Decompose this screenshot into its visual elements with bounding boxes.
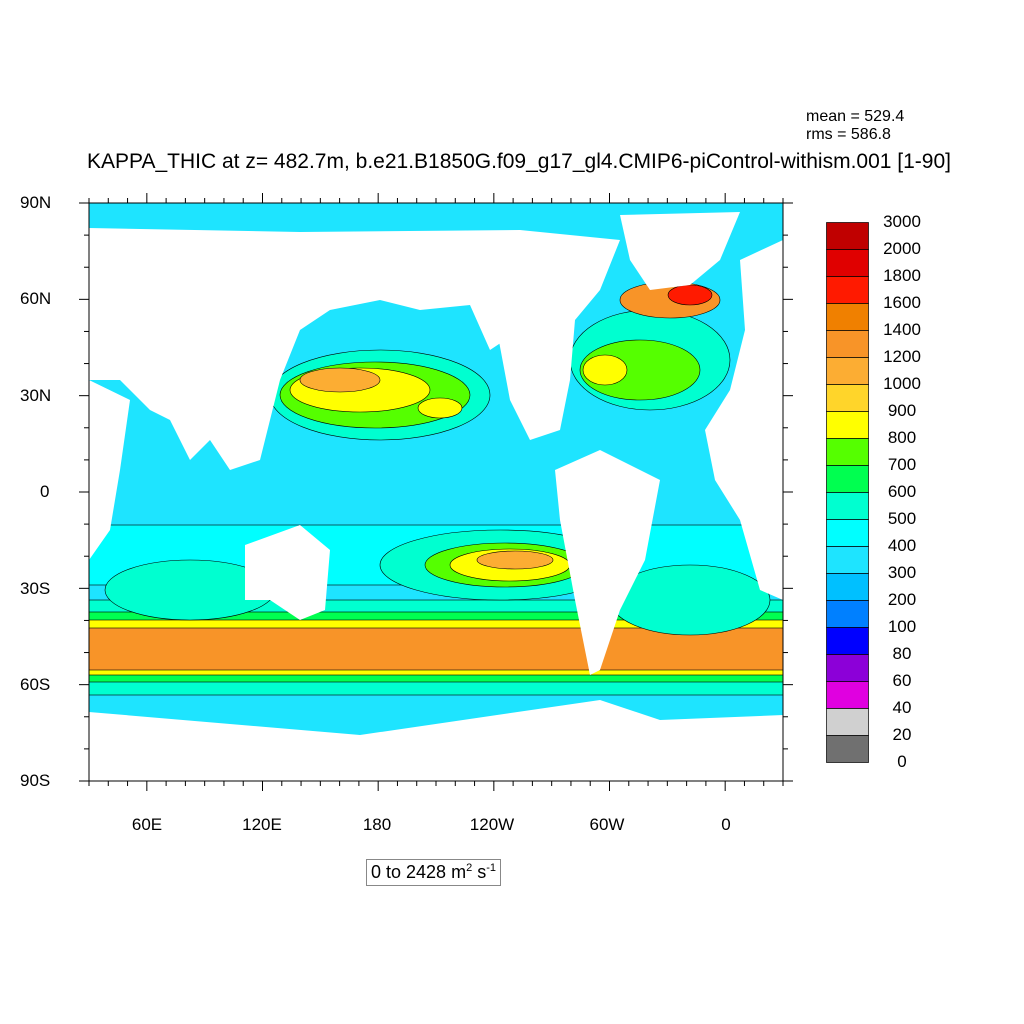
colorbar-label: 900 (887, 401, 917, 420)
colorbar-label: 100 (887, 617, 917, 636)
colorbar-box (826, 357, 869, 385)
mean-label: mean = 529.4 (806, 108, 905, 125)
y-tick-label: 0 (40, 482, 50, 501)
colorbar-box (826, 465, 869, 493)
colorbar-label: 3000 (883, 212, 921, 231)
range-sup: -1 (486, 862, 496, 874)
land-masses (89, 212, 783, 781)
colorbar-box (826, 492, 869, 520)
colorbar-box (826, 735, 869, 763)
colorbar-label: 1800 (883, 266, 921, 285)
x-tick-label: 120W (469, 815, 515, 834)
range-sup: 2 (466, 862, 473, 874)
y-tick-label: 60N (20, 289, 52, 308)
colorbar-label: 1400 (883, 320, 921, 339)
range-unit: s (472, 862, 487, 882)
contour-fills (89, 281, 783, 696)
colorbar-box (826, 303, 869, 331)
colorbar-label: 1600 (883, 293, 921, 312)
range-label: 0 to 2428 m2 s-1 (366, 859, 501, 886)
australia (245, 525, 330, 620)
south-america (555, 450, 660, 675)
colorbar-label: 40 (892, 698, 912, 717)
rms-label: rms = 586.8 (806, 126, 891, 143)
greenland (620, 212, 740, 290)
north-america (495, 230, 620, 440)
colorbar-box (826, 627, 869, 655)
europe-africa-west (705, 240, 783, 600)
eurasia (89, 228, 520, 470)
colorbar-label: 2000 (883, 239, 921, 258)
antarctica (89, 700, 783, 781)
y-tick-label: 30S (20, 579, 51, 598)
x-tick-label: 0 (721, 815, 731, 834)
y-tick-label: 90S (20, 771, 51, 790)
colorbar-label: 200 (887, 590, 917, 609)
colorbar-label: 500 (887, 509, 917, 528)
colorbar-box (826, 519, 869, 547)
colorbar-box (826, 708, 869, 736)
x-tick-label: 60W (589, 815, 625, 834)
colorbar-box (826, 573, 869, 601)
colorbar-label: 80 (892, 644, 912, 663)
colorbar-box (826, 546, 869, 574)
colorbar-box (826, 384, 869, 412)
colorbar-box (826, 411, 869, 439)
colorbar-label: 1200 (883, 347, 921, 366)
x-tick-label: 60E (131, 815, 163, 834)
colorbar-box (826, 330, 869, 358)
colorbar-label: 800 (887, 428, 917, 447)
colorbar-label: 60 (892, 671, 912, 690)
colorbar (826, 222, 869, 763)
x-tick-label: 120E (242, 815, 282, 834)
colorbar-label: 600 (887, 482, 917, 501)
stats: mean = 529.4 rms = 586.8 (806, 108, 904, 144)
colorbar-label: 0 (897, 752, 907, 771)
colorbar-box (826, 654, 869, 682)
colorbar-label: 400 (887, 536, 917, 555)
y-tick-label: 60S (20, 675, 51, 694)
y-tick-label: 30N (20, 386, 52, 405)
colorbar-box (826, 681, 869, 709)
colorbar-box (826, 438, 869, 466)
colorbar-label: 300 (887, 563, 917, 582)
colorbar-box (826, 222, 869, 250)
colorbar-box (826, 249, 869, 277)
colorbar-label: 700 (887, 455, 917, 474)
colorbar-box (826, 600, 869, 628)
colorbar-label: 20 (892, 725, 912, 744)
range-text: 0 to 2428 m (371, 862, 467, 882)
colorbar-label: 1000 (883, 374, 921, 393)
africa-east (89, 380, 130, 560)
colorbar-box (826, 276, 869, 304)
y-tick-label: 90N (20, 193, 52, 212)
plot-title: KAPPA_THIC at z= 482.7m, b.e21.B1850G.f0… (87, 150, 951, 173)
x-tick-label: 180 (362, 815, 392, 834)
